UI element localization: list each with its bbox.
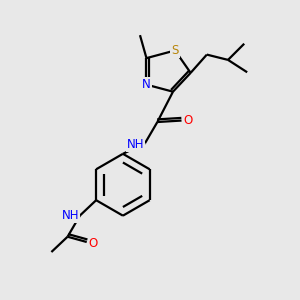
Text: O: O [88, 237, 98, 250]
Text: NH: NH [61, 209, 79, 222]
Text: S: S [171, 44, 179, 57]
Text: NH: NH [127, 138, 144, 151]
Text: N: N [142, 78, 151, 91]
Text: O: O [183, 114, 193, 127]
